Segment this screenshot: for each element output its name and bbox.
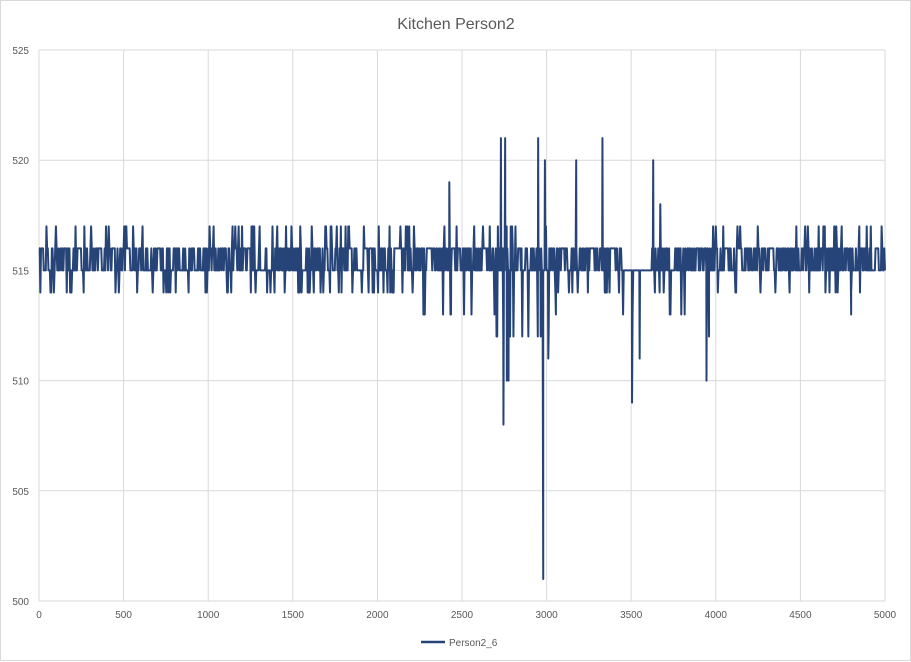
x-tick-label: 3500 <box>620 610 643 621</box>
y-tick-label: 525 <box>12 46 29 57</box>
x-tick-label: 2500 <box>451 610 474 621</box>
chart-title: Kitchen Person2 <box>397 16 515 33</box>
series-layer <box>38 137 886 580</box>
x-tick-label: 500 <box>115 610 132 621</box>
y-tick-label: 505 <box>12 487 29 498</box>
axis-tick-labels: 0 500 1000 1500 2000 2500 3000 3500 4000 4500 5000… <box>12 46 896 621</box>
legend: Person2_6 <box>421 638 498 649</box>
legend-label: Person2_6 <box>449 638 498 649</box>
x-tick-label: 1500 <box>282 610 305 621</box>
gridlines <box>38 49 886 602</box>
y-tick-label: 510 <box>12 377 29 388</box>
x-tick-label: 0 <box>36 610 42 621</box>
x-tick-label: 5000 <box>874 610 897 621</box>
series-line-person2-6 <box>38 137 886 580</box>
x-tick-label: 3000 <box>535 610 558 621</box>
y-tick-label: 515 <box>12 266 29 277</box>
x-tick-label: 4500 <box>789 610 812 621</box>
x-tick-label: 1000 <box>197 610 220 621</box>
x-tick-label: 4000 <box>705 610 728 621</box>
y-tick-label: 520 <box>12 156 29 167</box>
y-tick-label: 500 <box>12 597 29 608</box>
x-tick-label: 2000 <box>366 610 389 621</box>
